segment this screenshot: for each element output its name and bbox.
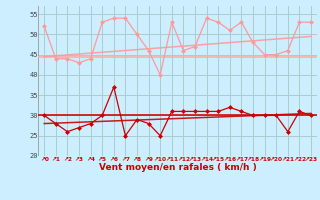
X-axis label: Vent moyen/en rafales ( km/h ): Vent moyen/en rafales ( km/h ) [99,163,256,172]
